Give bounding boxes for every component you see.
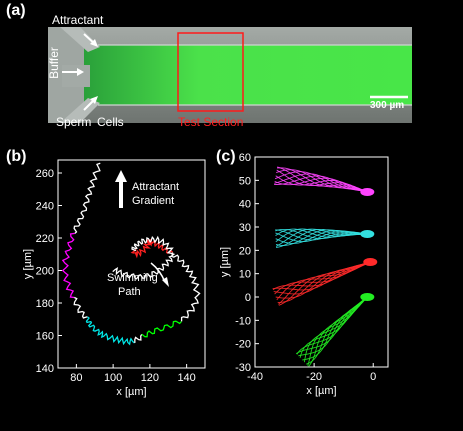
panel-b-ytick-label: 240 <box>36 201 54 213</box>
flagellum-waveform-3 <box>299 296 368 358</box>
panel-b-xtick-label: 140 <box>177 372 195 384</box>
panel-c-xtick-label: -40 <box>247 371 263 383</box>
panel-c-ytick-label: 10 <box>239 269 251 281</box>
flagellum-waveform-0 <box>274 171 368 193</box>
panel-a-label: (a) <box>6 2 26 19</box>
panel-c-label: (c) <box>216 148 236 165</box>
flagellum-waveform-2 <box>273 261 371 295</box>
panel-b-attractant-line1: Attractant <box>132 181 180 193</box>
panel-c-ytick-label: 30 <box>239 222 251 234</box>
swimming-path-segment <box>73 296 88 319</box>
flagellum-waveform-1 <box>275 228 368 238</box>
flagellum-waveform-3 <box>303 296 368 363</box>
sperm-head-2 <box>363 258 378 266</box>
panel-c-ytick-label: 0 <box>245 292 251 304</box>
panel-b-xtick-label: 80 <box>70 372 82 384</box>
panel-c-ytick-label: 40 <box>239 199 251 211</box>
panel-c-ytick-label: 50 <box>239 175 251 187</box>
panel-c-ytick-label: 60 <box>239 152 251 164</box>
panel-b-xlabel: x [µm] <box>116 386 146 398</box>
flagellum-waveform-0 <box>276 169 368 193</box>
swimming-path-segment <box>85 316 135 346</box>
panel-c-ylabel: y [µm] <box>219 247 231 277</box>
sperm-head-3 <box>360 293 375 301</box>
panel-c-xtick-label: 0 <box>370 371 376 383</box>
panel-c-ytick-label: -10 <box>235 315 251 327</box>
cells-label: Cells <box>97 115 124 129</box>
swimming-path-segment <box>112 235 176 280</box>
panel-c-ytick-label: -30 <box>235 362 251 374</box>
swimming-path-segment <box>171 252 201 322</box>
panel-b-label: (b) <box>6 148 27 165</box>
panel-c-ytick-label: 20 <box>239 245 251 257</box>
panel-b-ytick-label: 260 <box>36 168 54 180</box>
panel-b-ytick-label: 200 <box>36 266 54 278</box>
flagellum-waveform-0 <box>276 169 368 193</box>
attractant-label: Attractant <box>52 13 104 27</box>
panel-b-xtick-label: 100 <box>104 372 122 384</box>
panel-b-xtick-label: 120 <box>141 372 159 384</box>
swimming-direction-arrowhead <box>162 277 169 287</box>
panel-b-swimming-line2: Path <box>118 286 141 298</box>
panel-b-ytick-label: 160 <box>36 331 54 343</box>
swimming-path-segment <box>61 232 75 299</box>
panel-b-ytick-label: 220 <box>36 233 54 245</box>
flagellum-waveform-1 <box>275 230 368 243</box>
panel-c-axes-frame <box>254 156 389 368</box>
test-section-box <box>177 32 244 112</box>
swimming-path-segment <box>73 162 101 234</box>
swimming-path-segment <box>141 320 182 338</box>
flagellum-waveform-3 <box>298 296 368 357</box>
panel-c-xlabel: x [µm] <box>306 385 336 397</box>
sperm-label: Sperm <box>56 115 92 129</box>
flagellum-waveform-2 <box>274 261 371 295</box>
swimming-path-segment <box>134 333 143 343</box>
scale-bar-label: 300 µm <box>370 100 405 111</box>
panel-b-swimming-line1: Swimming <box>107 272 158 284</box>
flagellum-waveform-2 <box>276 261 371 301</box>
flagellum-waveform-1 <box>275 228 368 243</box>
panel-b-ytick-label: 180 <box>36 298 54 310</box>
sperm-head-0 <box>360 188 375 196</box>
panel-b-axes-frame <box>57 159 206 369</box>
attractant-gradient-arrowhead <box>115 170 127 182</box>
panel-b-ytick-label: 140 <box>36 363 54 375</box>
panel-b-attractant-line2: Gradient <box>132 195 175 207</box>
panel-b-ylabel: y [µm] <box>22 249 34 279</box>
sperm-head-1 <box>360 230 375 238</box>
test-section-label: Test Section <box>178 115 244 129</box>
panel-c-xtick-label: -20 <box>306 371 322 383</box>
panel-c-ytick-label: -20 <box>235 339 251 351</box>
